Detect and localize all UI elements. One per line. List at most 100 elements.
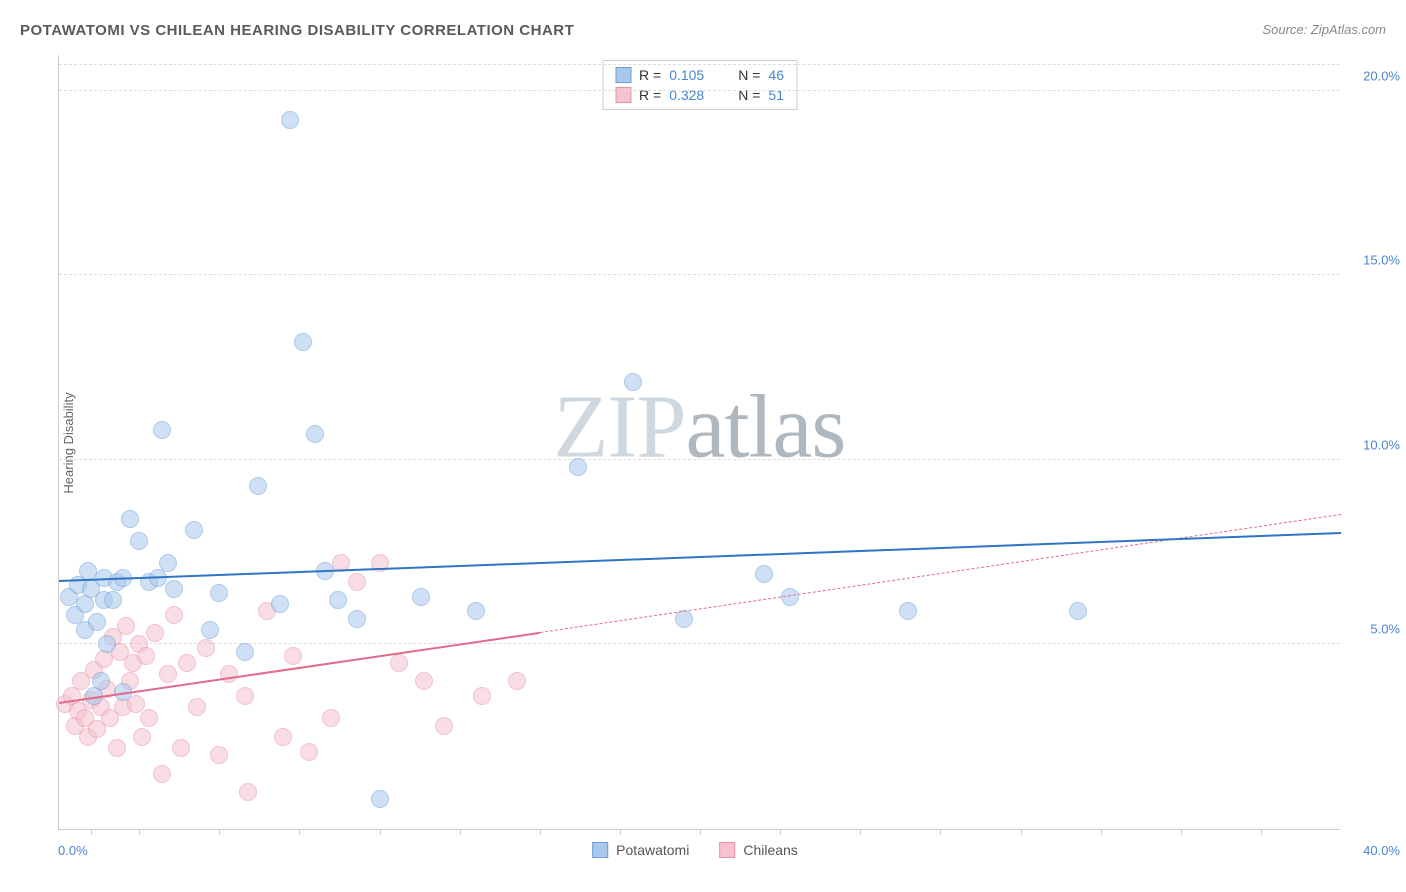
gridline	[59, 459, 1340, 460]
scatter-point-blue	[88, 613, 106, 631]
stat-n-label: N =	[738, 67, 760, 83]
scatter-point-blue	[185, 521, 203, 539]
scatter-point-blue	[348, 610, 366, 628]
legend-item-blue: Potawatomi	[592, 842, 689, 858]
gridline	[59, 274, 1340, 275]
source-attribution: Source: ZipAtlas.com	[1262, 22, 1386, 37]
scatter-point-pink	[284, 647, 302, 665]
scatter-point-pink	[117, 617, 135, 635]
gridline	[59, 90, 1340, 91]
scatter-point-pink	[274, 728, 292, 746]
watermark: ZIPatlas	[554, 375, 846, 478]
scatter-point-blue	[236, 643, 254, 661]
scatter-point-blue	[281, 111, 299, 129]
x-tick	[460, 829, 461, 835]
scatter-point-pink	[153, 765, 171, 783]
scatter-point-blue	[159, 554, 177, 572]
scatter-point-pink	[435, 717, 453, 735]
scatter-point-blue	[153, 421, 171, 439]
stats-row-pink: R = 0.328 N = 51	[615, 85, 784, 105]
scatter-point-pink	[210, 746, 228, 764]
scatter-point-blue	[1069, 602, 1087, 620]
trend-line-pink-extrapolated	[540, 514, 1341, 633]
x-tick	[1101, 829, 1102, 835]
scatter-point-pink	[473, 687, 491, 705]
scatter-point-pink	[137, 647, 155, 665]
scatter-point-blue	[249, 477, 267, 495]
scatter-point-blue	[755, 565, 773, 583]
scatter-point-pink	[165, 606, 183, 624]
scatter-point-blue	[899, 602, 917, 620]
scatter-point-pink	[322, 709, 340, 727]
scatter-point-blue	[271, 595, 289, 613]
legend-item-pink: Chileans	[719, 842, 797, 858]
bottom-legend: Potawatomi Chileans	[592, 842, 798, 858]
y-tick-label: 15.0%	[1350, 253, 1400, 268]
y-tick-label: 10.0%	[1350, 437, 1400, 452]
x-tick	[940, 829, 941, 835]
x-axis-origin: 0.0%	[58, 843, 88, 858]
x-axis-end: 40.0%	[1350, 843, 1400, 858]
x-tick	[620, 829, 621, 835]
legend-label-pink: Chileans	[743, 842, 797, 858]
chart-container: Hearing Disability ZIPatlas R = 0.105 N …	[50, 55, 1340, 830]
swatch-pink-icon	[719, 842, 735, 858]
swatch-blue-icon	[592, 842, 608, 858]
x-tick	[219, 829, 220, 835]
scatter-point-blue	[467, 602, 485, 620]
trend-line-blue	[59, 532, 1341, 582]
scatter-point-blue	[130, 532, 148, 550]
x-tick	[540, 829, 541, 835]
x-tick	[380, 829, 381, 835]
scatter-point-pink	[348, 573, 366, 591]
scatter-point-blue	[306, 425, 324, 443]
stat-r-label: R =	[639, 67, 661, 83]
scatter-point-blue	[210, 584, 228, 602]
scatter-point-pink	[108, 739, 126, 757]
scatter-point-pink	[188, 698, 206, 716]
scatter-point-blue	[569, 458, 587, 476]
x-tick	[91, 829, 92, 835]
scatter-point-blue	[121, 510, 139, 528]
x-tick	[1021, 829, 1022, 835]
scatter-point-pink	[239, 783, 257, 801]
scatter-point-blue	[165, 580, 183, 598]
stats-legend-box: R = 0.105 N = 46 R = 0.328 N = 51	[602, 60, 797, 110]
scatter-point-blue	[98, 635, 116, 653]
scatter-point-pink	[197, 639, 215, 657]
x-tick	[299, 829, 300, 835]
watermark-atlas: atlas	[686, 377, 846, 476]
scatter-point-pink	[220, 665, 238, 683]
scatter-point-pink	[300, 743, 318, 761]
stat-n-blue: 46	[768, 67, 784, 83]
x-tick	[860, 829, 861, 835]
y-tick-label: 20.0%	[1350, 68, 1400, 83]
scatter-point-pink	[159, 665, 177, 683]
scatter-point-blue	[371, 790, 389, 808]
scatter-point-pink	[390, 654, 408, 672]
swatch-blue-icon	[615, 67, 631, 83]
scatter-point-pink	[133, 728, 151, 746]
scatter-point-blue	[92, 672, 110, 690]
scatter-point-blue	[624, 373, 642, 391]
scatter-point-blue	[294, 333, 312, 351]
scatter-point-blue	[329, 591, 347, 609]
gridline-top	[59, 64, 1340, 65]
x-tick	[1181, 829, 1182, 835]
scatter-point-pink	[415, 672, 433, 690]
x-tick	[139, 829, 140, 835]
scatter-point-blue	[412, 588, 430, 606]
scatter-point-pink	[146, 624, 164, 642]
x-tick	[780, 829, 781, 835]
plot-area: ZIPatlas R = 0.105 N = 46 R = 0.328 N = …	[58, 55, 1340, 830]
x-tick	[1261, 829, 1262, 835]
stat-r-blue: 0.105	[669, 67, 704, 83]
scatter-point-pink	[508, 672, 526, 690]
legend-label-blue: Potawatomi	[616, 842, 689, 858]
stats-row-blue: R = 0.105 N = 46	[615, 65, 784, 85]
scatter-point-pink	[178, 654, 196, 672]
scatter-point-pink	[172, 739, 190, 757]
scatter-point-pink	[236, 687, 254, 705]
y-tick-label: 5.0%	[1350, 622, 1400, 637]
gridline	[59, 643, 1340, 644]
